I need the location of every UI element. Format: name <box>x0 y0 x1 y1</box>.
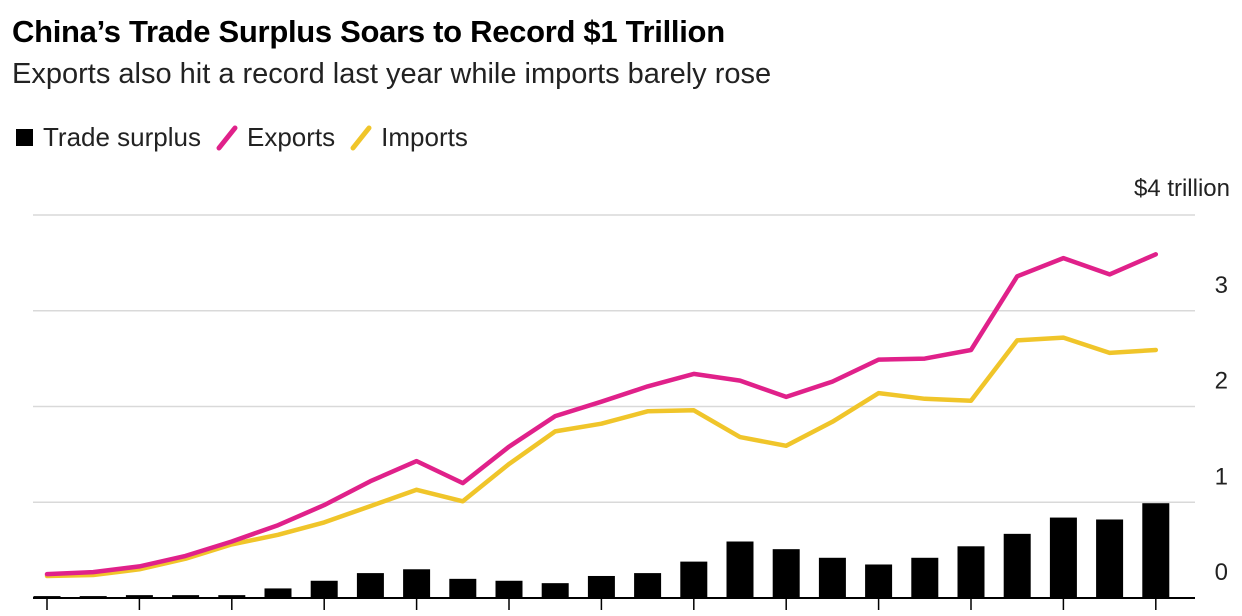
slash-swatch-icon <box>216 125 238 150</box>
bar-trade-surplus-2017 <box>818 557 846 598</box>
bar-trade-surplus-2003 <box>172 595 200 598</box>
bar-trade-surplus-2005 <box>264 588 292 598</box>
y-tick-label: 2 <box>1215 368 1228 395</box>
bar-trade-surplus-2012 <box>587 575 615 598</box>
bar-trade-surplus-2008 <box>403 569 431 598</box>
bar-trade-surplus-2011 <box>541 583 569 598</box>
chart-title: China’s Trade Surplus Soars to Record $1… <box>12 14 725 49</box>
bar-trade-surplus-2010 <box>495 580 523 598</box>
y-tick-label: 0 <box>1215 559 1228 586</box>
bar-trade-surplus-2019 <box>911 557 939 598</box>
y-tick-label: 1 <box>1215 463 1228 490</box>
bar-trade-surplus-2013 <box>634 573 662 598</box>
legend-item-exports: Exports <box>215 122 335 153</box>
line-imports <box>44 335 1159 579</box>
bar-trade-surplus-2021 <box>1003 533 1031 598</box>
y-tick-label: 3 <box>1215 272 1228 299</box>
bar-trade-surplus-2018 <box>865 564 893 598</box>
legend-label: Exports <box>247 122 336 152</box>
bar-trade-surplus-2004 <box>218 595 246 598</box>
bar-trade-surplus-2014 <box>680 561 708 598</box>
bar-trade-surplus-2024 <box>1142 503 1170 598</box>
bar-trade-surplus-2006 <box>310 580 338 598</box>
chart-subtitle: Exports also hit a record last year whil… <box>12 58 772 90</box>
bar-trade-surplus-2002 <box>125 595 153 598</box>
bar-trade-surplus-2007 <box>356 573 384 598</box>
legend-item-imports: Imports <box>349 122 468 153</box>
bar-trade-surplus-2020 <box>957 546 985 598</box>
legend-label: Imports <box>381 122 468 152</box>
slash-swatch-icon <box>350 125 372 150</box>
bar-trade-surplus-2016 <box>772 549 800 598</box>
legend-item-trade-surplus: Trade surplus <box>16 122 201 153</box>
legend: Trade surplus Exports Imports <box>16 122 482 153</box>
bar-trade-surplus-2023 <box>1096 519 1124 598</box>
square-swatch-icon <box>16 129 33 146</box>
legend-label: Trade surplus <box>43 122 201 152</box>
bar-trade-surplus-2022 <box>1049 517 1077 598</box>
bar-trade-surplus-2015 <box>726 541 754 598</box>
y-unit-label: $4 trillion <box>1134 175 1230 202</box>
line-exports <box>44 252 1159 577</box>
bar-trade-surplus-2009 <box>449 578 477 598</box>
